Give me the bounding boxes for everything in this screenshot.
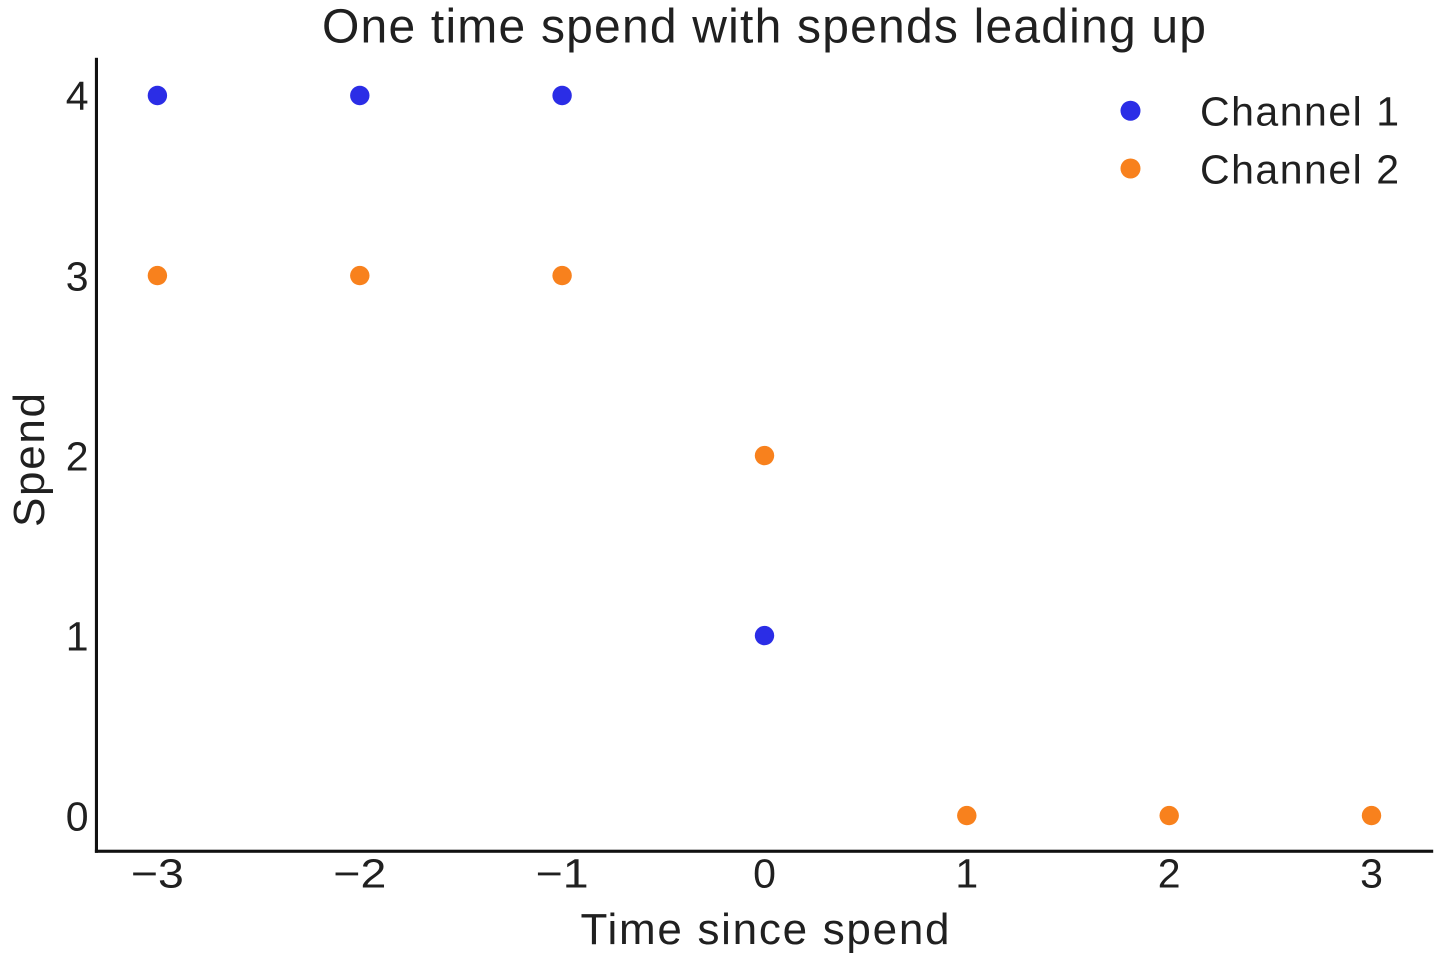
svg-text:−1: −1: [536, 851, 589, 897]
svg-text:One time spend with spends lea: One time spend with spends leading up: [322, 1, 1206, 54]
svg-text:3: 3: [66, 253, 89, 299]
svg-text:Spend: Spend: [5, 393, 54, 527]
svg-text:4: 4: [66, 73, 89, 119]
svg-text:Time since spend: Time since spend: [581, 905, 950, 954]
svg-text:0: 0: [66, 793, 89, 839]
svg-text:Channel 2: Channel 2: [1200, 146, 1399, 192]
svg-text:2: 2: [66, 433, 89, 479]
svg-text:3: 3: [1360, 851, 1383, 897]
svg-text:−2: −2: [333, 851, 386, 897]
svg-text:2: 2: [1158, 851, 1181, 897]
svg-text:0: 0: [753, 851, 776, 897]
svg-text:1: 1: [955, 851, 978, 897]
svg-text:−3: −3: [131, 851, 184, 897]
svg-text:Channel 1: Channel 1: [1200, 89, 1399, 135]
svg-text:1: 1: [66, 613, 89, 659]
